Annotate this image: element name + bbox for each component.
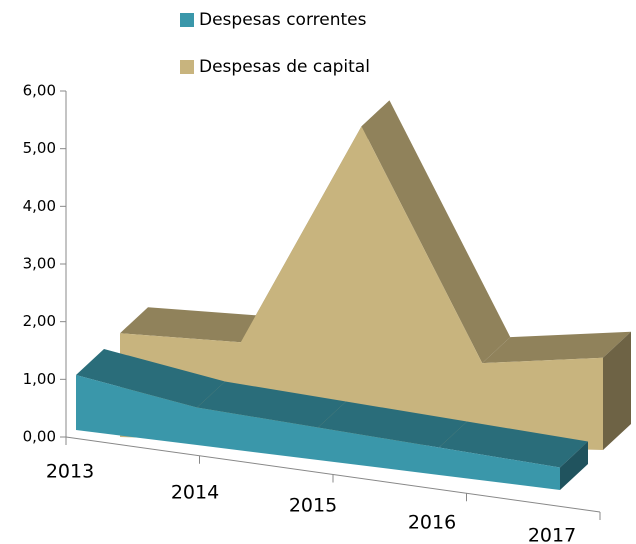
legend-label: Despesas correntes [199, 10, 367, 30]
area-side-face [603, 331, 631, 450]
area-top-face [318, 401, 467, 448]
area-top-face [482, 331, 631, 364]
area-front-face [76, 375, 560, 490]
y-tick-label: 4,00 [23, 197, 56, 215]
y-tick-label: 6,00 [23, 82, 56, 100]
area-top-face [120, 307, 269, 343]
area-top-face [361, 100, 511, 364]
area-side-face [560, 441, 588, 490]
x-tick-label: 2013 [46, 461, 94, 483]
area-top-face [439, 421, 588, 468]
legend-swatch [180, 60, 194, 74]
area-front-face [120, 126, 603, 450]
x-tick-label: 2015 [289, 495, 337, 517]
y-tick-label: 0,00 [23, 428, 56, 446]
x-tick-label: 2017 [528, 525, 576, 544]
legend-label: Despesas de capital [199, 57, 370, 77]
x-tick-label: 2016 [408, 512, 456, 534]
area-top-face [76, 349, 225, 408]
legend-swatch [180, 13, 194, 27]
y-tick-label: 2,00 [23, 312, 56, 330]
x-tick-label: 2014 [171, 482, 219, 504]
y-tick-label: 3,00 [23, 255, 56, 273]
y-tick-label: 5,00 [23, 139, 56, 157]
y-tick-label: 1,00 [23, 370, 56, 388]
area-top-face [197, 381, 346, 428]
